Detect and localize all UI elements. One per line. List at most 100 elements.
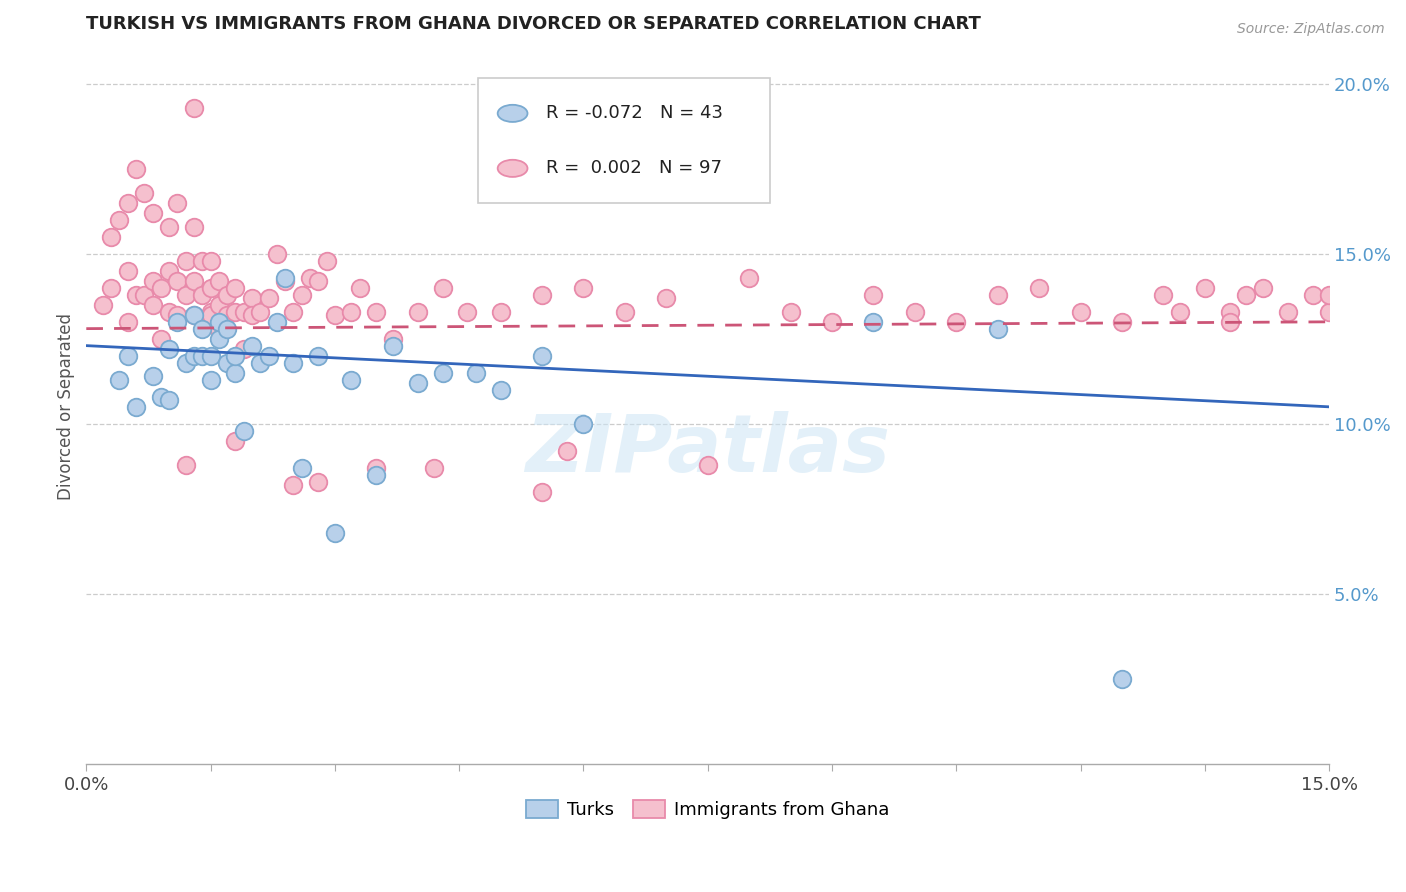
Point	[224, 366, 246, 380]
Point	[149, 390, 172, 404]
Point	[266, 247, 288, 261]
Point	[945, 315, 967, 329]
Point	[489, 383, 512, 397]
Point	[217, 321, 239, 335]
Point	[125, 287, 148, 301]
Point	[323, 525, 346, 540]
Point	[1152, 287, 1174, 301]
Point	[142, 369, 165, 384]
Point	[100, 281, 122, 295]
Point	[240, 338, 263, 352]
Circle shape	[498, 160, 527, 177]
Point	[108, 373, 131, 387]
Point	[257, 291, 280, 305]
Point	[91, 298, 114, 312]
Point	[307, 475, 329, 489]
Point	[157, 304, 180, 318]
Point	[307, 274, 329, 288]
Point	[240, 291, 263, 305]
Circle shape	[498, 105, 527, 122]
Point	[117, 349, 139, 363]
Point	[489, 304, 512, 318]
Point	[530, 287, 553, 301]
Point	[862, 287, 884, 301]
Point	[224, 281, 246, 295]
Point	[232, 342, 254, 356]
Point	[904, 304, 927, 318]
Point	[191, 349, 214, 363]
Point	[117, 264, 139, 278]
Point	[1028, 281, 1050, 295]
Point	[117, 195, 139, 210]
Point	[217, 287, 239, 301]
Point	[217, 356, 239, 370]
Point	[1251, 281, 1274, 295]
Point	[157, 342, 180, 356]
Point	[240, 308, 263, 322]
Point	[987, 287, 1010, 301]
Point	[696, 458, 718, 472]
Point	[315, 253, 337, 268]
Point	[200, 304, 222, 318]
Text: ZIPatlas: ZIPatlas	[526, 410, 890, 489]
Point	[200, 308, 222, 322]
Point	[208, 332, 231, 346]
Point	[340, 304, 363, 318]
Point	[134, 186, 156, 200]
Point	[1111, 672, 1133, 686]
Point	[191, 253, 214, 268]
Point	[613, 304, 636, 318]
Point	[298, 270, 321, 285]
Point	[174, 356, 197, 370]
Point	[1234, 287, 1257, 301]
Point	[1111, 315, 1133, 329]
Point	[1317, 304, 1340, 318]
Point	[200, 253, 222, 268]
Point	[108, 212, 131, 227]
Point	[166, 308, 188, 322]
Y-axis label: Divorced or Separated: Divorced or Separated	[58, 313, 75, 500]
Point	[274, 270, 297, 285]
Point	[423, 461, 446, 475]
Point	[166, 315, 188, 329]
Point	[191, 321, 214, 335]
Point	[1302, 287, 1324, 301]
Point	[183, 349, 205, 363]
Point	[142, 298, 165, 312]
Point	[572, 281, 595, 295]
Point	[249, 304, 271, 318]
Point	[200, 349, 222, 363]
Point	[174, 458, 197, 472]
Point	[142, 206, 165, 220]
Point	[381, 338, 404, 352]
Point	[323, 308, 346, 322]
Point	[166, 195, 188, 210]
Point	[208, 298, 231, 312]
Legend: Turks, Immigrants from Ghana: Turks, Immigrants from Ghana	[519, 792, 897, 826]
Point	[183, 274, 205, 288]
Point	[125, 400, 148, 414]
Point	[200, 281, 222, 295]
Point	[166, 274, 188, 288]
Point	[232, 424, 254, 438]
Point	[366, 467, 388, 482]
Point	[1277, 304, 1299, 318]
Point	[183, 308, 205, 322]
Point	[174, 287, 197, 301]
Point	[821, 315, 844, 329]
Text: R =  0.002   N = 97: R = 0.002 N = 97	[546, 160, 723, 178]
Point	[779, 304, 801, 318]
FancyBboxPatch shape	[478, 78, 770, 203]
Point	[1168, 304, 1191, 318]
Point	[174, 253, 197, 268]
Point	[987, 321, 1010, 335]
Point	[134, 287, 156, 301]
Point	[456, 304, 478, 318]
Point	[464, 366, 486, 380]
Point	[224, 349, 246, 363]
Point	[274, 274, 297, 288]
Point	[157, 392, 180, 407]
Point	[208, 315, 231, 329]
Point	[183, 219, 205, 234]
Point	[572, 417, 595, 431]
